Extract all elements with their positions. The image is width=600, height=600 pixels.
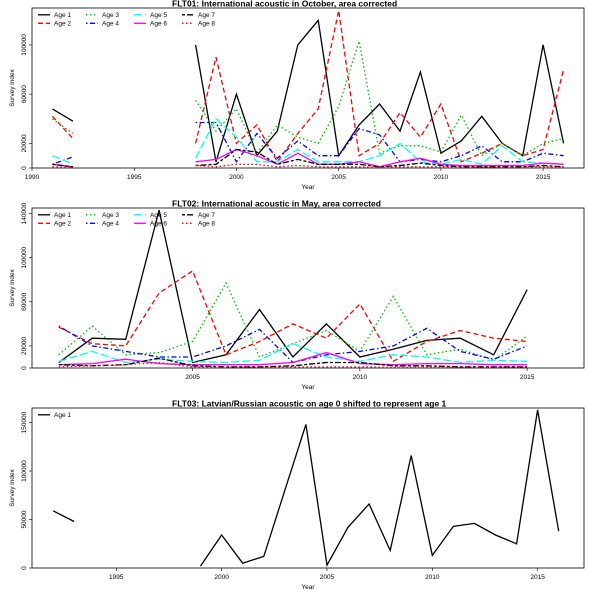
x-axis-label: Year bbox=[301, 584, 315, 591]
legend-label: Age 4 bbox=[102, 221, 119, 228]
x-tick-label: 2015 bbox=[520, 374, 535, 381]
x-axis-label: Year bbox=[301, 184, 315, 191]
legend-label: Age 8 bbox=[198, 221, 215, 228]
chart-title: FLT02: International acoustic in May, ar… bbox=[172, 199, 381, 209]
legend-label: Age 7 bbox=[198, 12, 215, 19]
legend-label: Age 4 bbox=[102, 21, 119, 28]
y-tick-label: 0 bbox=[21, 366, 28, 370]
x-tick-label: 1995 bbox=[127, 174, 142, 181]
series-line-age-1 bbox=[58, 210, 528, 364]
legend-label: Age 3 bbox=[102, 212, 119, 219]
plot-frame bbox=[31, 7, 585, 169]
x-tick-label: 2015 bbox=[530, 574, 545, 581]
series-line-age-4 bbox=[195, 121, 564, 164]
legend-label: Age 3 bbox=[102, 12, 119, 19]
legend-label: Age 1 bbox=[54, 212, 71, 219]
y-tick-label: 150000 bbox=[21, 411, 28, 433]
legend-label: Age 5 bbox=[150, 212, 167, 219]
x-tick-label: 2005 bbox=[185, 374, 200, 381]
x-tick-label: 2010 bbox=[353, 374, 368, 381]
y-axis-label: Survey index bbox=[9, 468, 16, 506]
y-tick-label: 50000 bbox=[21, 510, 28, 528]
series-line-age-4 bbox=[52, 156, 74, 165]
x-tick-label: 2000 bbox=[229, 174, 244, 181]
y-tick-label: 0 bbox=[21, 166, 28, 170]
y-tick-label: 100000 bbox=[21, 460, 28, 482]
series-line-age-7 bbox=[58, 357, 528, 368]
x-tick-label: 2010 bbox=[434, 174, 449, 181]
series-line-age-5 bbox=[195, 117, 564, 166]
legend-label: Age 2 bbox=[54, 221, 71, 228]
legend-label: Age 1 bbox=[54, 412, 71, 419]
legend-label: Age 5 bbox=[150, 12, 167, 19]
panel-1 bbox=[29, 7, 585, 171]
panel-2 bbox=[29, 207, 585, 371]
x-tick-label: 2000 bbox=[214, 574, 229, 581]
plot-frame bbox=[31, 407, 585, 569]
series-line-age-1 bbox=[194, 18, 565, 162]
series-line-age-1 bbox=[52, 108, 74, 122]
y-tick-label: 20000 bbox=[21, 337, 28, 355]
chart-title: FLT03: Latvian/Russian acoustic on age 0… bbox=[172, 399, 447, 409]
legend-label: Age 6 bbox=[150, 21, 167, 28]
y-axis-label: Survey index bbox=[9, 68, 16, 106]
series-line-age-8 bbox=[195, 163, 564, 169]
x-tick-label: 2015 bbox=[536, 174, 551, 181]
y-tick-label: 60000 bbox=[21, 85, 28, 103]
series-line-age-1 bbox=[52, 510, 75, 523]
x-tick-label: 1995 bbox=[109, 574, 124, 581]
series-line-age-1 bbox=[199, 409, 560, 568]
y-tick-label: 20000 bbox=[21, 134, 28, 152]
series-line-age-5 bbox=[58, 342, 528, 364]
x-axis-label: Year bbox=[301, 384, 315, 391]
series-line-age-7 bbox=[52, 163, 73, 168]
y-tick-label: 60000 bbox=[21, 292, 28, 310]
x-tick-label: 2005 bbox=[320, 574, 335, 581]
legend-label: Age 8 bbox=[198, 21, 215, 28]
x-tick-label: 1990 bbox=[25, 174, 40, 181]
x-tick-label: 2005 bbox=[331, 174, 346, 181]
panel-3 bbox=[29, 407, 585, 571]
y-tick-label: 140000 bbox=[21, 202, 28, 224]
series-line-age-6 bbox=[195, 148, 564, 168]
series-line-age-3 bbox=[52, 118, 74, 135]
y-tick-label: 100000 bbox=[21, 34, 28, 56]
series-line-age-2 bbox=[58, 269, 528, 363]
legend-label: Age 2 bbox=[54, 21, 71, 28]
series-line-age-7 bbox=[195, 148, 564, 168]
series-line-age-8 bbox=[52, 166, 73, 169]
y-tick-label: 100000 bbox=[21, 246, 28, 268]
series-line-age-2 bbox=[194, 10, 565, 164]
series-line-age-5 bbox=[52, 155, 74, 165]
series-line-age-3 bbox=[58, 281, 528, 362]
series-line-age-3 bbox=[195, 41, 564, 157]
series-line-age-2 bbox=[51, 115, 74, 139]
x-tick-label: 2010 bbox=[425, 574, 440, 581]
chart-title: FLT01: International acoustic in October… bbox=[172, 0, 397, 9]
series-line-age-6 bbox=[58, 351, 528, 366]
y-tick-label: 0 bbox=[21, 566, 28, 570]
plot-frame bbox=[31, 207, 585, 369]
legend-label: Age 6 bbox=[150, 221, 167, 228]
legend-label: Age 1 bbox=[54, 12, 71, 19]
y-axis-label: Survey index bbox=[9, 268, 16, 306]
legend-label: Age 7 bbox=[198, 212, 215, 219]
